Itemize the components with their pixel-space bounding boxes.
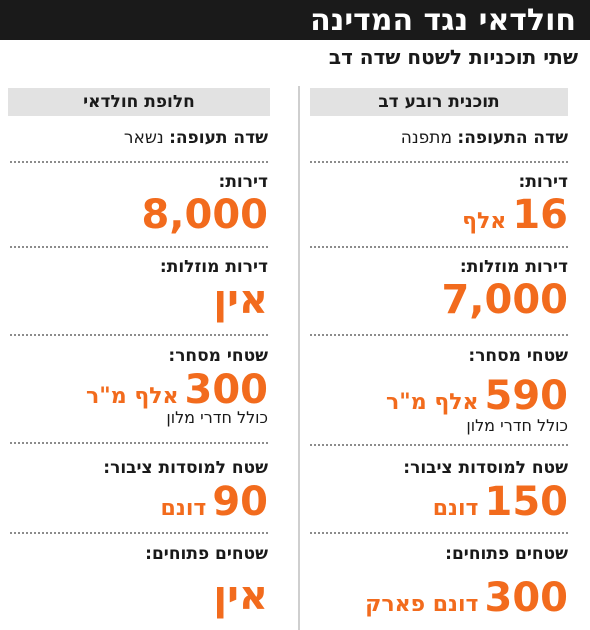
public-number: 90: [212, 479, 268, 525]
airport-value: נשאר: [123, 128, 164, 148]
open-unit: דונם פארק: [365, 592, 479, 617]
airport-label: שדה תעופה:: [169, 128, 268, 148]
cheap-apartments-label: דירות מוזלות:: [459, 257, 568, 277]
open-number: 300: [484, 575, 569, 621]
public-number: 150: [484, 479, 569, 525]
apartments-label: דירות:: [218, 172, 268, 192]
commerce-value: 590אלף מ"ר: [386, 374, 568, 425]
apartments-unit: אלף: [462, 209, 507, 234]
divider: [310, 444, 568, 446]
public-institutions-label: שטח למוסדות ציבור:: [403, 458, 568, 478]
public-institutions-label: שטח למוסדות ציבור:: [103, 458, 268, 478]
plan-header: תוכנית רובע דב: [310, 88, 568, 116]
apartments-value: 8,000: [141, 192, 268, 238]
open-spaces-label: שטחים פתוחים:: [445, 544, 568, 564]
public-institutions-value: 90דונם: [161, 480, 268, 531]
open-spaces-label: שטחים פתוחים:: [145, 544, 268, 564]
divider: [10, 161, 268, 163]
page-subtitle: שתי תוכניות לשטח שדה דב: [328, 45, 578, 69]
divider: [310, 532, 568, 534]
airport-status: שדה התעופה: מתפנה: [401, 128, 568, 148]
airport-label: שדה התעופה:: [457, 128, 568, 148]
commerce-number: 300: [184, 367, 269, 413]
commerce-unit: אלף מ"ר: [86, 384, 179, 409]
commerce-label: שטחי מסחר:: [168, 346, 268, 366]
plan-header: חלופת חולדאי: [8, 88, 270, 116]
divider: [10, 246, 268, 248]
plan-column-rova-dov: תוכנית רובע דב שדה התעופה: מתפנה דירות: …: [298, 86, 578, 630]
commerce-note: כולל חדרי מלון: [466, 416, 568, 435]
title-bar: חולדאי נגד המדינה: [0, 0, 590, 40]
commerce-label: שטחי מסחר:: [468, 346, 568, 366]
open-spaces-value: אין: [213, 573, 268, 619]
public-unit: דונם: [432, 496, 479, 521]
divider: [10, 442, 268, 444]
divider: [10, 334, 268, 336]
plan-column-huldai: חלופת חולדאי שדה תעופה: נשאר דירות: 8,00…: [0, 86, 278, 630]
commerce-unit: אלף מ"ר: [386, 390, 479, 415]
apartments-number: 16: [512, 192, 568, 238]
commerce-note: כולל חדרי מלון: [166, 408, 268, 427]
commerce-value: 300אלף מ"ר: [86, 368, 268, 419]
apartments-value: 16אלף: [462, 193, 568, 244]
apartments-label: דירות:: [518, 172, 568, 192]
open-spaces-value: 300דונם פארק: [365, 576, 568, 627]
cheap-apartments-value: אין: [213, 277, 268, 323]
airport-status: שדה תעופה: נשאר: [124, 128, 268, 148]
cheap-apartments-value: 7,000: [441, 277, 568, 323]
divider: [10, 532, 268, 534]
commerce-number: 590: [484, 373, 569, 419]
divider: [310, 246, 568, 248]
public-unit: דונם: [160, 496, 207, 521]
airport-value: מתפנה: [400, 128, 452, 148]
divider: [310, 334, 568, 336]
divider: [310, 161, 568, 163]
public-institutions-value: 150דונם: [433, 480, 568, 531]
page-title: חולדאי נגד המדינה: [310, 2, 576, 38]
cheap-apartments-label: דירות מוזלות:: [159, 257, 268, 277]
